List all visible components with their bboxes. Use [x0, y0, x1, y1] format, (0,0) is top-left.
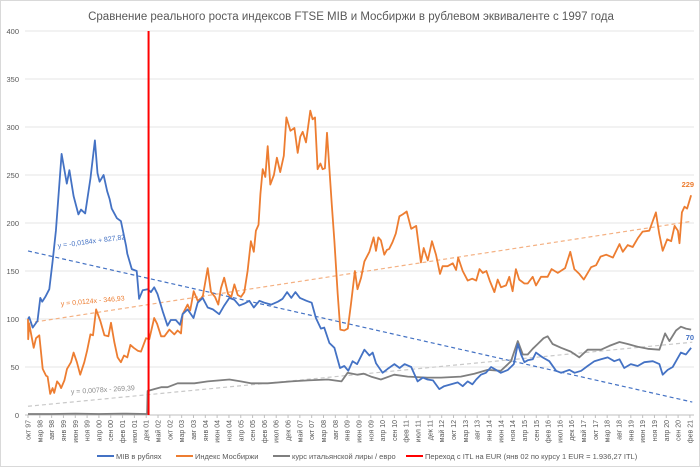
- y-tick-label: 300: [6, 123, 19, 132]
- trendline-mib-equation: y = -0,0184x + 827,82: [57, 234, 126, 250]
- x-tick-label: окт 12: [451, 420, 458, 440]
- x-tick-label: июн 14: [498, 420, 505, 443]
- x-tick-label: апр 00: [96, 420, 103, 441]
- x-tick-label: янв 09: [345, 420, 352, 441]
- x-tick-label: фев 01: [120, 420, 127, 443]
- series-line-itl-eur: [28, 325, 692, 415]
- x-tick-label: апр 10: [380, 420, 387, 441]
- x-tick-label: сен 05: [250, 420, 257, 441]
- x-tick-label: апр 15: [522, 420, 529, 441]
- x-tick-label: май 07: [296, 420, 304, 442]
- x-tick-label: авг 13: [475, 420, 482, 440]
- x-tick-label: дек 16: [569, 420, 576, 441]
- x-tick-label: ноя 09: [368, 420, 375, 441]
- x-tick-label: май 12: [438, 420, 446, 442]
- legend: MIB в рублях Индекс Мосбиржи курс италья…: [97, 452, 638, 461]
- x-tick-label: мар 03: [179, 420, 186, 442]
- x-tick-label: июл 01: [132, 420, 139, 443]
- x-tick-label: мар 98: [37, 420, 44, 442]
- x-tick-label: сен 15: [534, 420, 541, 441]
- x-tick-label: апр 20: [664, 420, 671, 441]
- x-tick-label: июн 19: [640, 420, 647, 443]
- x-tick-label: май 02: [155, 420, 163, 442]
- x-tick-label: авг 98: [49, 420, 56, 440]
- x-tick-label: янв 19: [628, 420, 635, 441]
- x-tick-label: мар 13: [463, 420, 470, 442]
- trendline-itl-eur-equation: y = 0,0078x - 269,39: [71, 385, 135, 396]
- x-tick-label: ноя 04: [226, 420, 233, 441]
- x-tick-label: июн 04: [215, 420, 222, 443]
- x-tick-label: ноя 19: [652, 420, 659, 441]
- x-tick-label: ноя 99: [85, 420, 92, 441]
- x-tick-label: фев 11: [404, 420, 411, 443]
- x-tick-label: апр 05: [238, 420, 245, 441]
- x-tick-label: дек 01: [144, 420, 151, 441]
- x-tick-label: дек 06: [286, 420, 293, 441]
- series-line-moex: [27, 109, 692, 395]
- legend-label-mib: MIB в рублях: [116, 452, 162, 461]
- x-tick-label: июл 16: [557, 420, 564, 443]
- x-tick-label: янв 04: [203, 420, 210, 441]
- x-tick-label: янв 14: [486, 420, 493, 441]
- x-tick-label: ноя 14: [510, 420, 517, 441]
- y-tick-label: 200: [6, 219, 19, 228]
- y-tick-label: 400: [6, 27, 19, 36]
- y-tick-label: 50: [11, 363, 19, 372]
- trendline-mib: [27, 250, 693, 403]
- x-tick-label: окт 97: [26, 420, 33, 440]
- x-tick-label: июл 11: [416, 420, 423, 442]
- x-tick-label: окт 07: [309, 420, 316, 440]
- y-tick-label: 0: [15, 411, 19, 420]
- legend-label-moex: Индекс Мосбиржи: [195, 452, 258, 461]
- x-tick-label: авг 03: [191, 420, 198, 440]
- y-tick-label: 250: [6, 171, 19, 180]
- trendline-moex: [27, 220, 693, 324]
- legend-label-transition: Переход с ITL на EUR (янв 02 по курсу 1 …: [425, 452, 638, 461]
- x-tick-label: июн 09: [356, 420, 363, 443]
- x-tick-label: окт 02: [167, 420, 174, 440]
- legend-label-itl-eur: курс итальянской лиры / евро: [292, 452, 396, 461]
- x-tick-label: сен 20: [676, 420, 683, 441]
- chart-title: Сравнение реального роста индексов FTSE …: [88, 11, 614, 23]
- x-tick-label: авг 18: [617, 420, 624, 440]
- x-tick-label: фев 16: [546, 420, 553, 443]
- x-tick-label: окт 17: [593, 420, 600, 440]
- x-tick-label: мар 18: [605, 420, 612, 442]
- x-tick-label: фев 06: [262, 420, 269, 443]
- x-tick-label: сен 10: [392, 420, 399, 441]
- x-tick-label: дек 11: [427, 420, 434, 440]
- series-line-moex-end-label: 229: [682, 180, 695, 189]
- x-tick-label: июн 99: [73, 420, 80, 443]
- x-tick-label: мар 08: [321, 420, 328, 442]
- series-line-mib-end-label: 70: [686, 333, 694, 342]
- y-tick-label: 350: [6, 75, 19, 84]
- series-line-mib: [27, 139, 692, 390]
- y-tick-label: 150: [6, 267, 19, 276]
- x-tick-label: сен 00: [108, 420, 115, 441]
- trendline-itl-eur: [27, 341, 693, 407]
- x-tick-label: авг 08: [333, 420, 340, 440]
- y-tick-label: 100: [6, 315, 19, 324]
- x-tick-label: фев 21: [687, 420, 694, 443]
- x-tick-label: янв 99: [61, 420, 68, 441]
- x-tick-label: июл 06: [274, 420, 281, 443]
- x-tick-label: май 17: [580, 420, 588, 442]
- trendline-moex-equation: y = 0,0124x - 346,93: [61, 295, 125, 308]
